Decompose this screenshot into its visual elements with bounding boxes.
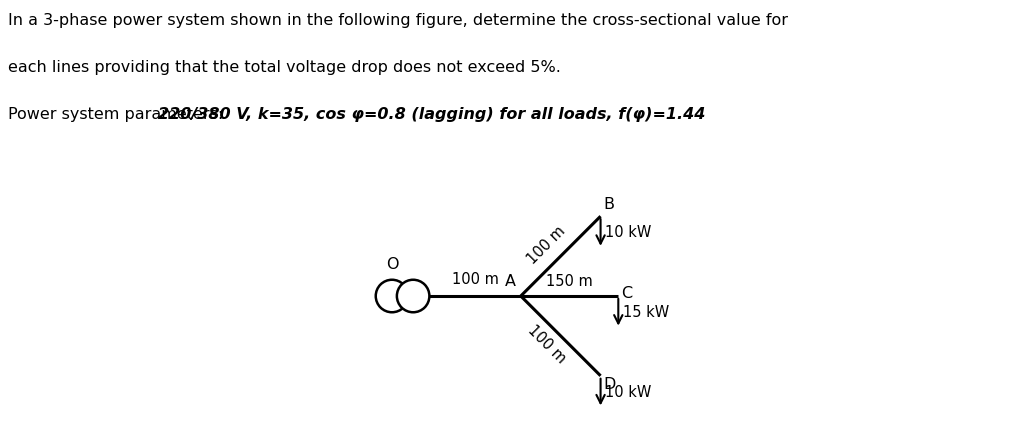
Text: each lines providing that the total voltage drop does not exceed 5%.: each lines providing that the total volt… bbox=[8, 60, 560, 75]
Text: 10 kW: 10 kW bbox=[605, 225, 651, 240]
Text: 100 m: 100 m bbox=[451, 272, 498, 287]
Text: 10 kW: 10 kW bbox=[605, 384, 651, 399]
Text: B: B bbox=[603, 197, 614, 212]
Text: A: A bbox=[503, 274, 515, 289]
Text: 220/380 V, k=35, cos φ=0.8 (lagging) for all loads, f(φ)=1.44: 220/380 V, k=35, cos φ=0.8 (lagging) for… bbox=[158, 107, 705, 122]
Text: 15 kW: 15 kW bbox=[622, 305, 668, 320]
Circle shape bbox=[375, 280, 407, 312]
Text: C: C bbox=[621, 286, 632, 301]
Text: 100 m: 100 m bbox=[524, 322, 568, 366]
Text: Power system parameters:: Power system parameters: bbox=[8, 107, 228, 122]
Text: O: O bbox=[385, 257, 398, 272]
Circle shape bbox=[396, 280, 429, 312]
Text: In a 3-phase power system shown in the following figure, determine the cross-sec: In a 3-phase power system shown in the f… bbox=[8, 13, 788, 28]
Text: 100 m: 100 m bbox=[524, 223, 568, 267]
Text: 150 m: 150 m bbox=[546, 274, 592, 289]
Text: D: D bbox=[603, 377, 616, 392]
